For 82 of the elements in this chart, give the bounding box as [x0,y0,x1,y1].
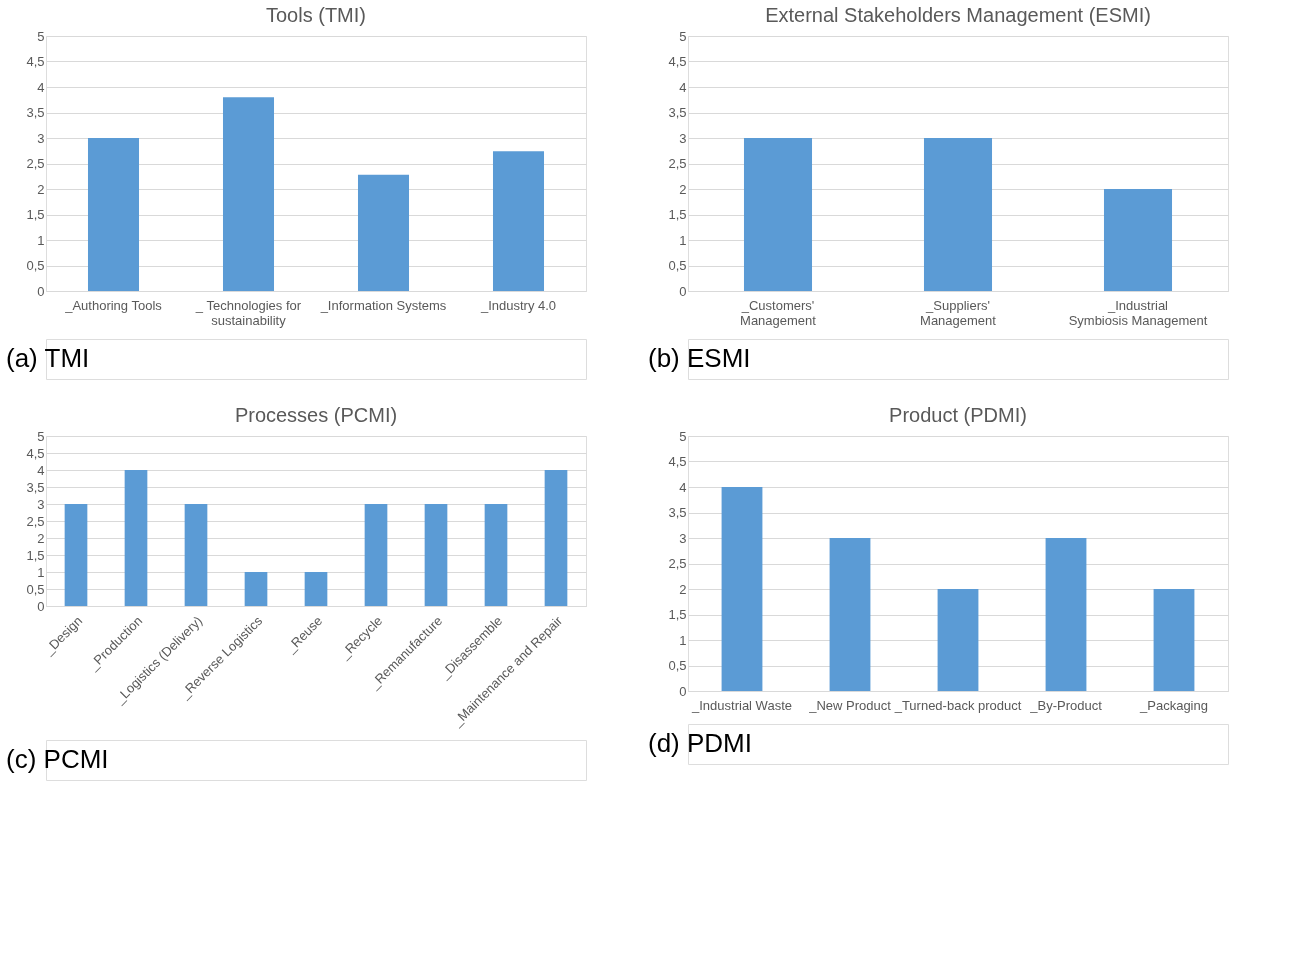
y-tick-label: 3,5 [668,505,687,520]
bar [424,504,448,606]
bar [222,97,275,291]
y-tick-label: 1 [679,632,687,648]
x-tick-label: _Industry 4.0 [479,297,557,313]
y-tick-label: 4,5 [668,54,687,69]
y-tick-label: 0,5 [26,258,45,273]
y-tick-label: 3 [37,130,45,146]
x-tick-label: _Packaging [1139,697,1208,713]
bar [544,470,568,606]
chart-title: Processes (PCMI) [234,404,398,426]
y-tick-label: 0,5 [668,258,687,273]
bar [244,572,268,606]
y-tick-label: 2,5 [668,156,687,171]
y-tick-label: 1 [37,564,45,580]
x-tick-label: _By-Product [1029,697,1103,713]
x-tick-label: _Turned-back product [893,697,1022,713]
bar [357,174,410,291]
bar [364,504,388,606]
bar [1045,538,1087,691]
x-tick-label: _Industrial Waste [691,697,792,713]
chart-title: External Stakeholders Management (ESMI) [765,4,1151,26]
x-tick-label: _New Product [808,697,892,713]
y-tick-label: 0,5 [668,658,687,673]
y-tick-label: 3,5 [26,479,45,495]
y-tick-label: 3 [679,130,687,146]
y-tick-label: 2,5 [668,556,687,571]
y-tick-label: 4 [679,79,687,95]
y-tick-label: 5 [37,28,45,44]
y-tick-label: 2 [679,181,687,197]
bar [124,470,148,606]
y-tick-label: 1,5 [26,547,45,563]
bar [64,504,88,606]
y-tick-label: 1 [37,232,45,248]
y-tick-label: 3,5 [26,105,45,120]
bar [87,138,140,291]
y-tick-label: 1,5 [26,207,45,222]
chart-title: Tools (TMI) [266,4,366,26]
chart-title: Product (PDMI) [889,404,1027,426]
y-tick-label: 4 [37,79,45,95]
text: (b) ESMI [648,343,751,373]
bar [184,504,208,606]
y-tick-label: 2,5 [26,513,45,529]
x-tick-label: _Authoring Tools [64,297,163,313]
y-tick-label: 3 [37,496,45,512]
y-tick-label: 0 [679,283,687,299]
x-tick-label: _ Technologies for sustainability [194,297,302,328]
text: (a) TMI [6,343,90,373]
y-tick-label: 4,5 [26,445,45,461]
y-tick-label: 1 [679,232,687,248]
text: (d) PDMI [648,728,752,758]
y-tick-label: 5 [679,428,687,444]
bar [937,589,979,691]
bar [721,487,763,691]
y-tick-label: 4,5 [668,454,687,469]
y-tick-label: 4,5 [26,54,45,69]
bar [484,504,508,606]
y-tick-label: 4 [679,479,687,495]
y-tick-label: 3,5 [668,105,687,120]
y-tick-label: 5 [37,428,45,444]
y-tick-label: 0 [37,283,45,299]
y-tick-label: 0 [679,683,687,699]
y-tick-label: 2,5 [26,156,45,171]
x-tick-label: _Customers' Management [740,297,817,328]
bar [1153,589,1195,691]
x-tick-label: _Information Systems [319,297,447,313]
bar [304,572,328,606]
y-tick-label: 1,5 [668,607,687,622]
text: (c) PCMI [6,744,109,774]
y-tick-label: 2 [37,530,45,546]
bar [829,538,871,691]
y-tick-label: 4 [37,462,45,478]
y-tick-label: 1,5 [668,207,687,222]
x-tick-label: _Industrial Symbiosis Management [1068,297,1208,328]
y-tick-label: 2 [679,581,687,597]
y-tick-label: 2 [37,181,45,197]
y-tick-label: 0,5 [26,581,45,597]
x-tick-label: _Suppliers' Management [920,297,997,328]
bar [492,151,545,291]
y-tick-label: 5 [679,28,687,44]
y-tick-label: 3 [679,530,687,546]
y-tick-label: 0 [37,598,45,614]
